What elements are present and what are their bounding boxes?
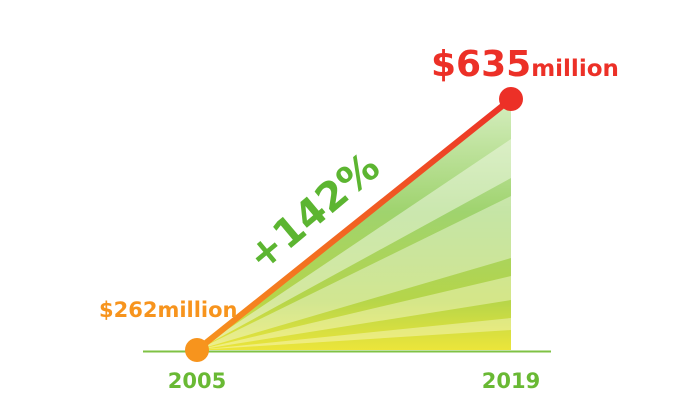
growth-area-ray: [197, 139, 511, 350]
end-unit: million: [531, 56, 619, 82]
growth-area-ray: [197, 276, 511, 350]
start-value: $262: [99, 298, 157, 322]
growth-area-ray: [197, 196, 511, 350]
start-point: [185, 338, 209, 362]
x-tick-label: 2005: [168, 369, 226, 393]
start-value-label: $262million: [99, 298, 238, 322]
growth-line: [194, 96, 514, 353]
end-value-label: $635million: [431, 44, 619, 85]
start-unit: million: [157, 298, 237, 322]
growth-area-ray: [197, 318, 511, 350]
x-tick-label: 2019: [482, 369, 540, 393]
end-point: [499, 87, 523, 111]
end-value: $635: [431, 44, 531, 85]
